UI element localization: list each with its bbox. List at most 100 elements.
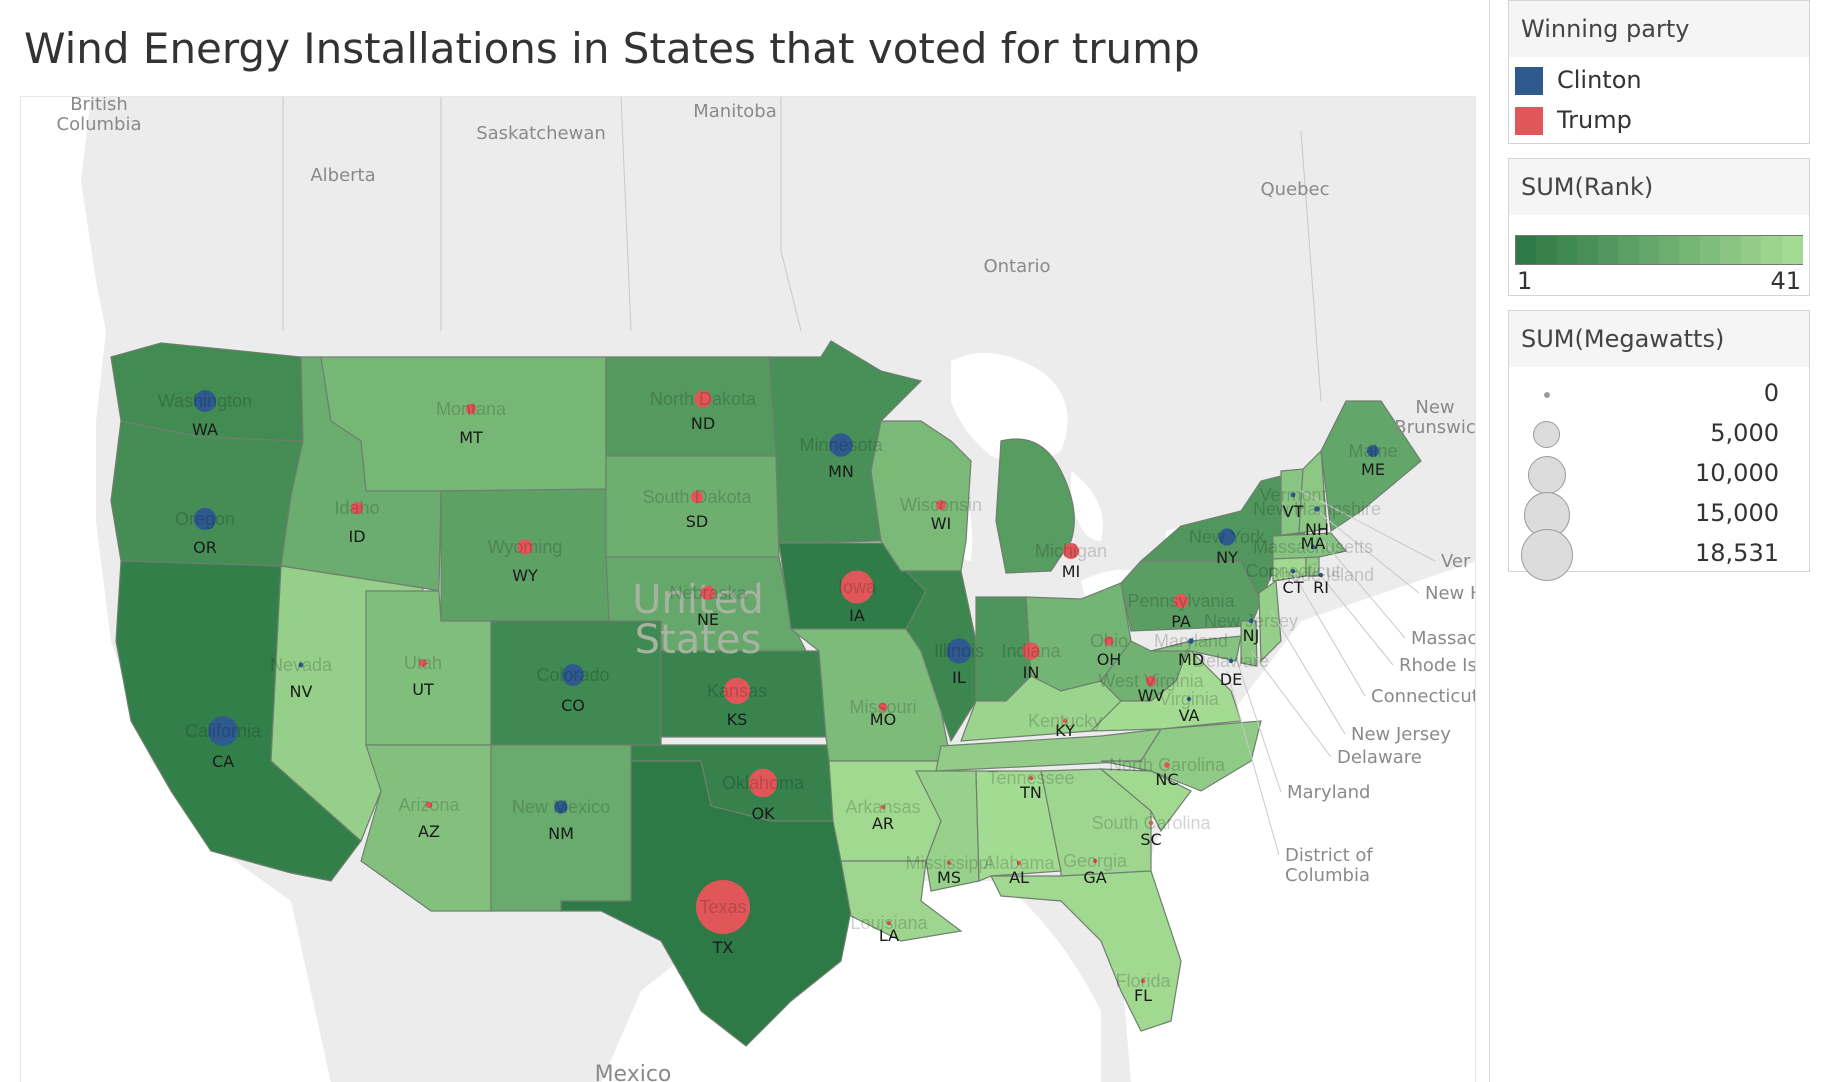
map-svg[interactable]: British Columbia Alberta Saskatchewan Man… bbox=[21, 97, 1476, 1082]
bubble-nv[interactable] bbox=[298, 662, 304, 668]
state-name-ghost-md: Maryland bbox=[1154, 631, 1228, 651]
map-area[interactable]: British Columbia Alberta Saskatchewan Man… bbox=[20, 96, 1476, 1082]
bubble-de[interactable] bbox=[1228, 658, 1234, 664]
state-il[interactable] bbox=[904, 570, 977, 743]
bubble-ca[interactable] bbox=[208, 716, 238, 746]
bubble-ct[interactable] bbox=[1290, 568, 1296, 574]
bubble-mt[interactable] bbox=[465, 403, 477, 415]
legend-winning-party[interactable]: Winning party Clinton Trump bbox=[1508, 0, 1810, 144]
state-name-ghost-mo: Missouri bbox=[849, 697, 916, 717]
bubble-nd[interactable] bbox=[694, 390, 712, 408]
bubble-pa[interactable] bbox=[1173, 593, 1189, 609]
callout-label-0: Ver bbox=[1441, 551, 1471, 572]
bubble-va[interactable] bbox=[1186, 696, 1192, 702]
bubble-ne[interactable] bbox=[700, 585, 716, 601]
bubble-mn[interactable] bbox=[829, 433, 853, 457]
state-name-ghost-wy: Wyoming bbox=[488, 537, 563, 557]
bubble-nm[interactable] bbox=[554, 800, 568, 814]
size-legend-row: 10,000 bbox=[1509, 455, 1809, 495]
state-name-ghost-sd: South Dakota bbox=[642, 487, 752, 507]
state-name-ghost-nd: North Dakota bbox=[650, 389, 757, 409]
state-nc[interactable] bbox=[1100, 720, 1262, 792]
state-ma[interactable] bbox=[1272, 532, 1348, 560]
bubble-ar[interactable] bbox=[880, 804, 886, 810]
bubble-oh[interactable] bbox=[1104, 636, 1114, 646]
province-borders bbox=[282, 97, 1322, 402]
state-fl[interactable] bbox=[990, 870, 1182, 1032]
state-name-ghost-az: Arizona bbox=[398, 795, 460, 815]
bubble-or[interactable] bbox=[193, 507, 217, 531]
callout-label-8: District of Columbia bbox=[1285, 845, 1373, 886]
callout-label-2: Massac bbox=[1411, 628, 1476, 649]
states-layer[interactable] bbox=[110, 340, 1422, 1047]
state-nj[interactable] bbox=[1258, 579, 1282, 663]
bubble-me[interactable] bbox=[1367, 445, 1379, 457]
state-name-ghost-or: Oregon bbox=[175, 509, 235, 529]
bubble-md[interactable] bbox=[1188, 638, 1194, 644]
trump-swatch bbox=[1515, 107, 1543, 135]
state-wi[interactable] bbox=[870, 420, 972, 572]
state-label-wv: WV bbox=[1138, 686, 1165, 705]
bubble-wy[interactable] bbox=[517, 539, 533, 555]
state-me[interactable] bbox=[1320, 400, 1422, 533]
state-name-ghost-wi: Wisconsin bbox=[900, 495, 982, 515]
state-label-ms: MS bbox=[937, 868, 961, 887]
state-nh[interactable] bbox=[1298, 449, 1328, 534]
bubble-ri[interactable] bbox=[1318, 572, 1324, 578]
state-sc[interactable] bbox=[1099, 768, 1192, 833]
bubble-ok[interactable] bbox=[748, 768, 778, 798]
bubble-wa[interactable] bbox=[194, 390, 216, 412]
bubble-ky[interactable] bbox=[1062, 718, 1068, 724]
state-mt[interactable] bbox=[320, 356, 607, 492]
bubble-fl[interactable] bbox=[1140, 978, 1146, 984]
state-label-mt: MT bbox=[459, 428, 483, 447]
state-name-ghost-co: Colorado bbox=[536, 665, 609, 685]
bubble-nc[interactable] bbox=[1164, 762, 1170, 768]
bubble-ms[interactable] bbox=[946, 860, 952, 866]
state-mi[interactable] bbox=[995, 438, 1075, 574]
bubble-mi[interactable] bbox=[1063, 543, 1079, 559]
state-name-ghost-ga: Georgia bbox=[1063, 851, 1128, 871]
state-label-fl: FL bbox=[1134, 986, 1152, 1005]
megawatt-bubbles[interactable] bbox=[193, 390, 1379, 984]
bubble-id[interactable] bbox=[350, 501, 364, 515]
bubble-co[interactable] bbox=[562, 664, 584, 686]
state-al[interactable] bbox=[975, 770, 1062, 882]
bubble-mo[interactable] bbox=[878, 702, 888, 712]
bubble-ut[interactable] bbox=[419, 659, 427, 667]
state-label-il: IL bbox=[952, 668, 966, 687]
pacific-ocean bbox=[21, 97, 331, 1082]
rank-ramp-step bbox=[1516, 236, 1538, 264]
state-label-sc: SC bbox=[1140, 830, 1161, 849]
state-md[interactable] bbox=[1150, 635, 1242, 662]
bubble-il[interactable] bbox=[946, 638, 972, 664]
bubble-ks[interactable] bbox=[723, 677, 751, 705]
bubble-sc[interactable] bbox=[1148, 820, 1154, 826]
bubble-nj[interactable] bbox=[1248, 618, 1254, 624]
legend-megawatts[interactable]: SUM(Megawatts) 0 5,000 10,000 15,000 18,531 bbox=[1508, 310, 1810, 581]
bubble-ny[interactable] bbox=[1218, 528, 1236, 546]
bubble-wi[interactable] bbox=[935, 499, 947, 511]
bubble-vt[interactable] bbox=[1290, 492, 1296, 498]
state-name-ghost-ar: Arkansas bbox=[845, 797, 920, 817]
legend-rank[interactable]: SUM(Rank) 1 41 bbox=[1508, 158, 1810, 296]
bubble-in[interactable] bbox=[1022, 642, 1040, 660]
bubble-ia[interactable] bbox=[840, 570, 874, 604]
bubble-ma[interactable] bbox=[1310, 544, 1316, 550]
bubble-nh[interactable] bbox=[1314, 506, 1320, 512]
state-label-de: DE bbox=[1220, 670, 1242, 689]
bubble-la[interactable] bbox=[886, 920, 892, 926]
rank-ramp-step bbox=[1679, 236, 1701, 264]
bubble-tn[interactable] bbox=[1028, 775, 1034, 781]
size-legend-circle bbox=[1533, 421, 1561, 449]
bubble-tx[interactable] bbox=[696, 880, 750, 934]
bubble-sd[interactable] bbox=[690, 490, 704, 504]
bubble-ga[interactable] bbox=[1092, 858, 1098, 864]
state-name-ghost-mi: Michigan bbox=[1035, 541, 1107, 561]
state-wv[interactable] bbox=[1100, 640, 1192, 702]
geo-label-manitoba: Manitoba bbox=[693, 101, 777, 122]
bubble-al[interactable] bbox=[1016, 860, 1022, 866]
state-label-al: AL bbox=[1009, 868, 1029, 887]
bubble-wv[interactable] bbox=[1145, 675, 1157, 687]
bubble-az[interactable] bbox=[425, 801, 433, 809]
